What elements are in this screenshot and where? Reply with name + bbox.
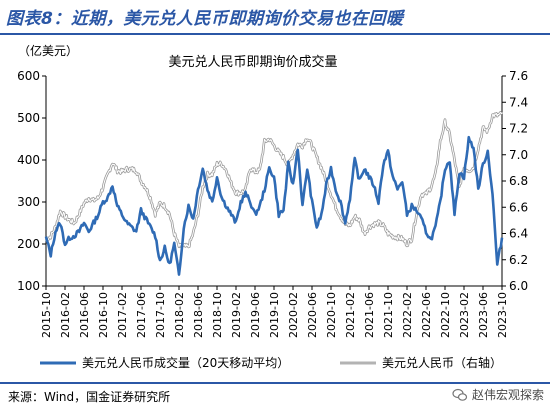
series-layer [44, 111, 504, 276]
watermark: 赵伟宏观探索 [452, 386, 544, 403]
left-tick-label: 300 [17, 195, 40, 209]
x-tick-label: 2018-06 [192, 292, 205, 338]
x-tick-label: 2023-10 [496, 292, 509, 338]
title-divider [0, 33, 550, 35]
x-tick-label: 2016-06 [78, 292, 91, 338]
x-tick-label: 2021-02 [344, 292, 357, 338]
x-tick-label: 2015-10 [40, 292, 53, 338]
x-tick-label: 2018-10 [211, 292, 224, 338]
figure-title: 图表8：近期，美元兑人民币即期询价交易也在回暖 [6, 9, 404, 29]
right-tick-label: 6.8 [509, 174, 528, 188]
volume-series-line [44, 135, 504, 276]
left-tick-label: 100 [17, 279, 40, 293]
left-tick-label: 500 [17, 111, 40, 125]
right-tick-label: 6.2 [509, 253, 528, 267]
x-tick-label: 2019-10 [268, 292, 281, 338]
x-tick-label: 2019-02 [230, 292, 243, 338]
footer-divider [0, 382, 550, 384]
x-tick-label: 2021-06 [363, 292, 376, 338]
left-tick-label: 600 [17, 69, 40, 83]
x-tick-label: 2020-06 [306, 292, 319, 338]
x-tick-label: 2022-06 [420, 292, 433, 338]
left-tick-label: 400 [17, 153, 40, 167]
x-tick-label: 2017-06 [135, 292, 148, 338]
fx-series-line [45, 111, 503, 248]
axes: 600 500 400 300 200 100 7.6 7.4 7.2 7.0 6.8 6.6 6.4 6… [17, 69, 528, 338]
right-tick-label: 6.0 [509, 279, 528, 293]
legend-label-fx: 美元兑人民币（右轴） [382, 355, 502, 370]
x-tick-label: 2017-02 [116, 292, 129, 338]
x-tick-label: 2016-10 [97, 292, 110, 338]
left-tick-label: 200 [17, 237, 40, 251]
x-tick-label: 2023-02 [458, 292, 471, 338]
wechat-icon [452, 388, 468, 401]
right-tick-label: 7.6 [509, 69, 528, 83]
source-note: 来源：Wind，国金证券研究所 [8, 390, 171, 404]
x-tick-label: 2016-02 [59, 292, 72, 338]
x-tick-label: 2022-10 [439, 292, 452, 338]
x-tick-label: 2020-10 [325, 292, 338, 338]
right-tick-label: 7.4 [509, 95, 528, 109]
legend: 美元兑人民币成交量（20天移动平均） 美元兑人民币（右轴） [40, 355, 502, 370]
right-tick-label: 6.6 [509, 200, 528, 214]
x-tick-label: 2021-10 [382, 292, 395, 338]
x-tick-label: 2018-02 [173, 292, 186, 338]
right-tick-label: 7.0 [509, 148, 528, 162]
x-tick-label: 2020-02 [287, 292, 300, 338]
left-axis-unit: （亿美元） [18, 43, 78, 58]
x-tick-label: 2023-06 [477, 292, 490, 338]
legend-label-volume: 美元兑人民币成交量（20天移动平均） [82, 355, 289, 370]
right-tick-label: 7.2 [509, 122, 528, 136]
chart: （亿美元） 美元兑人民币即期询价成交量 600 500 400 300 200 100 7.… [17, 43, 528, 370]
watermark-text: 赵伟宏观探索 [471, 388, 544, 402]
x-tick-label: 2017-10 [154, 292, 167, 338]
x-tick-label: 2022-02 [401, 292, 414, 338]
chart-title: 美元兑人民币即期询价成交量 [168, 54, 337, 70]
right-tick-label: 6.4 [509, 227, 528, 241]
x-tick-label: 2019-06 [249, 292, 262, 338]
